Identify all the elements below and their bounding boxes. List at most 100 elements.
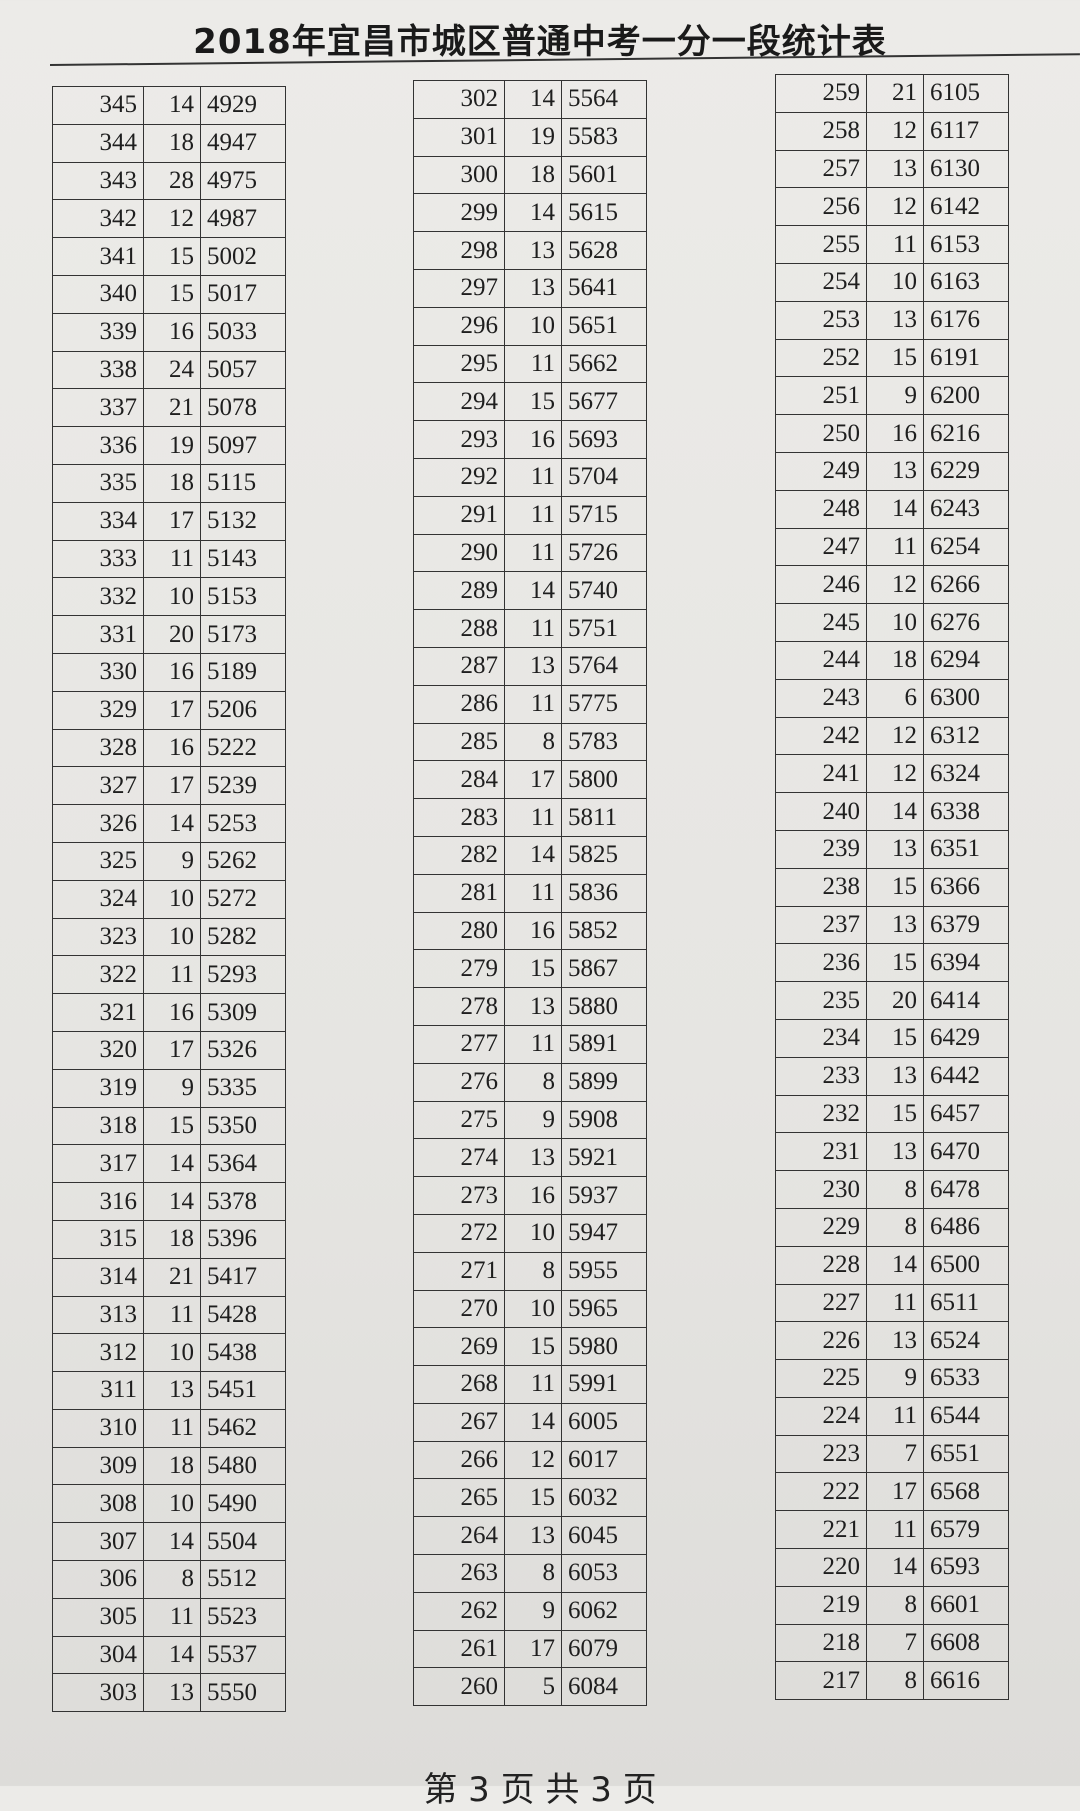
- count-cell: 13: [866, 1056, 924, 1096]
- score-cell: 330: [52, 652, 144, 692]
- score-cell: 256: [775, 187, 867, 227]
- score-cell: 223: [775, 1434, 867, 1474]
- cumulative-cell: 6300: [923, 678, 1009, 718]
- count-cell: 15: [504, 382, 562, 422]
- cumulative-cell: 5677: [561, 382, 647, 422]
- score-cell: 314: [52, 1257, 144, 1297]
- cumulative-cell: 6216: [923, 414, 1009, 453]
- score-table-1: 345 14 4929 344 18 4947 343 28 4975 342 12 4987 341 1…: [52, 86, 286, 1713]
- score-cell: 279: [413, 949, 505, 989]
- table-row: 339 16 5033: [52, 312, 286, 352]
- score-cell: 224: [775, 1396, 867, 1436]
- count-cell: 12: [143, 199, 201, 239]
- score-cell: 270: [413, 1289, 505, 1329]
- count-cell: 13: [504, 268, 562, 308]
- score-cell: 257: [775, 149, 867, 189]
- count-cell: 21: [143, 388, 201, 428]
- count-cell: 15: [504, 1327, 562, 1367]
- table-row: 344 18 4947: [52, 123, 286, 163]
- score-cell: 344: [52, 123, 144, 163]
- table-row: 258 12 6117: [775, 111, 1009, 151]
- score-cell: 308: [52, 1484, 144, 1524]
- count-cell: 18: [504, 155, 562, 195]
- cumulative-cell: 6105: [923, 74, 1009, 113]
- count-cell: 16: [504, 911, 562, 951]
- cumulative-cell: 5764: [561, 646, 647, 686]
- count-cell: 8: [504, 1554, 562, 1593]
- score-cell: 337: [52, 388, 144, 428]
- score-cell: 316: [52, 1182, 144, 1221]
- cumulative-cell: 6568: [923, 1472, 1009, 1512]
- score-cell: 278: [413, 987, 505, 1026]
- count-cell: 8: [504, 1251, 562, 1291]
- table-row: 316 14 5378: [52, 1182, 286, 1221]
- count-cell: 17: [866, 1472, 924, 1512]
- cumulative-cell: 5908: [561, 1100, 647, 1140]
- score-cell: 222: [775, 1472, 867, 1512]
- score-cell: 220: [775, 1548, 867, 1587]
- count-cell: 19: [504, 117, 562, 157]
- score-cell: 259: [775, 74, 867, 113]
- score-cell: 260: [413, 1667, 505, 1707]
- count-cell: 11: [143, 1295, 201, 1335]
- score-cell: 303: [52, 1673, 144, 1713]
- score-cell: 338: [52, 350, 144, 390]
- score-cell: 239: [775, 829, 867, 869]
- count-cell: 12: [866, 111, 924, 151]
- score-cell: 332: [52, 577, 144, 617]
- cumulative-cell: 5783: [561, 722, 647, 762]
- score-cell: 238: [775, 867, 867, 907]
- score-cell: 243: [775, 678, 867, 718]
- score-cell: 306: [52, 1560, 144, 1599]
- count-cell: 15: [866, 338, 924, 378]
- table-row: 290 11 5726: [413, 533, 647, 573]
- cumulative-cell: 5335: [200, 1068, 286, 1108]
- count-cell: 11: [504, 873, 562, 913]
- score-cell: 333: [52, 539, 144, 579]
- table-row: 247 11 6254: [775, 527, 1009, 567]
- count-cell: 15: [143, 274, 201, 314]
- table-row: 261 17 6079: [413, 1629, 647, 1669]
- cumulative-cell: 6601: [923, 1585, 1009, 1625]
- count-cell: 12: [866, 716, 924, 756]
- cumulative-cell: 5378: [200, 1182, 286, 1221]
- table-row: 294 15 5677: [413, 382, 647, 422]
- score-cell: 236: [775, 943, 867, 983]
- cumulative-cell: 5417: [200, 1257, 286, 1297]
- cumulative-cell: 5641: [561, 268, 647, 308]
- table-row: 325 9 5262: [52, 841, 286, 881]
- score-cell: 251: [775, 376, 867, 416]
- table-row: 270 10 5965: [413, 1289, 647, 1329]
- table-row: 237 13 6379: [775, 905, 1009, 945]
- score-cell: 250: [775, 414, 867, 453]
- count-cell: 17: [143, 1030, 201, 1070]
- count-cell: 8: [866, 1170, 924, 1209]
- cumulative-cell: 5282: [200, 917, 286, 957]
- table-row: 284 17 5800: [413, 760, 647, 800]
- table-row: 327 17 5239: [52, 766, 286, 806]
- score-cell: 226: [775, 1321, 867, 1361]
- score-cell: 273: [413, 1176, 505, 1215]
- cumulative-cell: 5662: [561, 344, 647, 384]
- cumulative-cell: 5262: [200, 841, 286, 881]
- score-cell: 328: [52, 728, 144, 768]
- cumulative-cell: 5811: [561, 798, 647, 837]
- cumulative-cell: 5239: [200, 766, 286, 806]
- cumulative-cell: 6163: [923, 262, 1009, 302]
- cumulative-cell: 5428: [200, 1295, 286, 1335]
- table-row: 228 14 6500: [775, 1245, 1009, 1285]
- cumulative-cell: 5825: [561, 835, 647, 875]
- cumulative-cell: 5364: [200, 1144, 286, 1184]
- score-cell: 334: [52, 501, 144, 541]
- count-cell: 13: [866, 829, 924, 869]
- count-cell: 16: [504, 1176, 562, 1215]
- table-row: 226 13 6524: [775, 1321, 1009, 1361]
- count-cell: 11: [504, 1365, 562, 1404]
- score-cell: 310: [52, 1408, 144, 1448]
- cumulative-cell: 5715: [561, 495, 647, 535]
- count-cell: 20: [866, 981, 924, 1020]
- cumulative-cell: 5991: [561, 1365, 647, 1404]
- table-row: 244 18 6294: [775, 640, 1009, 680]
- count-cell: 15: [866, 867, 924, 907]
- score-cell: 335: [52, 463, 144, 503]
